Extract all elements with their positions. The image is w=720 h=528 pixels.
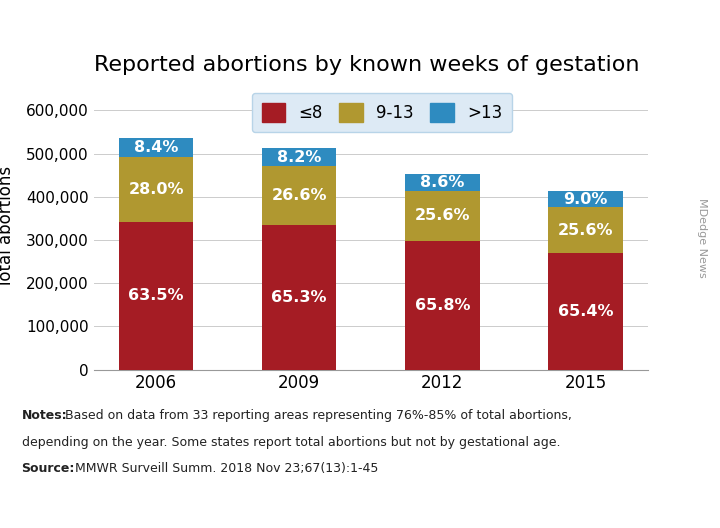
Bar <box>549 208 623 253</box>
Text: 8.6%: 8.6% <box>420 175 464 190</box>
Text: 63.5%: 63.5% <box>128 288 184 304</box>
Text: 25.6%: 25.6% <box>415 208 470 223</box>
Y-axis label: Total abortions: Total abortions <box>0 166 15 288</box>
Bar <box>262 225 336 370</box>
Bar <box>262 166 336 225</box>
Bar <box>549 253 623 370</box>
Bar <box>405 174 480 191</box>
Text: 65.3%: 65.3% <box>271 290 327 305</box>
Text: MDedge News: MDedge News <box>697 197 707 278</box>
Bar <box>262 148 336 166</box>
Text: Notes:: Notes: <box>22 409 67 422</box>
Text: 65.8%: 65.8% <box>415 298 470 313</box>
Text: 9.0%: 9.0% <box>563 192 608 207</box>
Text: Based on data from 33 reporting areas representing 76%-85% of total abortions,: Based on data from 33 reporting areas re… <box>61 409 572 422</box>
Text: 28.0%: 28.0% <box>128 182 184 197</box>
Bar <box>119 138 193 157</box>
Bar <box>405 241 480 370</box>
Text: 25.6%: 25.6% <box>558 223 613 238</box>
Text: depending on the year. Some states report total abortions but not by gestational: depending on the year. Some states repor… <box>22 436 560 449</box>
Text: 8.2%: 8.2% <box>277 150 321 165</box>
Legend: ≤8, 9-13, >13: ≤8, 9-13, >13 <box>251 93 512 132</box>
Bar <box>119 222 193 370</box>
Bar <box>119 157 193 222</box>
Text: 26.6%: 26.6% <box>271 188 327 203</box>
Bar <box>405 191 480 241</box>
Text: 65.4%: 65.4% <box>558 304 613 319</box>
Text: Source:: Source: <box>22 462 75 475</box>
Bar <box>549 191 623 208</box>
Text: Reported abortions by known weeks of gestation: Reported abortions by known weeks of ges… <box>94 54 639 74</box>
Text: 8.4%: 8.4% <box>134 140 179 155</box>
Text: MMWR Surveill Summ. 2018 Nov 23;67(13):1-45: MMWR Surveill Summ. 2018 Nov 23;67(13):1… <box>71 462 378 475</box>
